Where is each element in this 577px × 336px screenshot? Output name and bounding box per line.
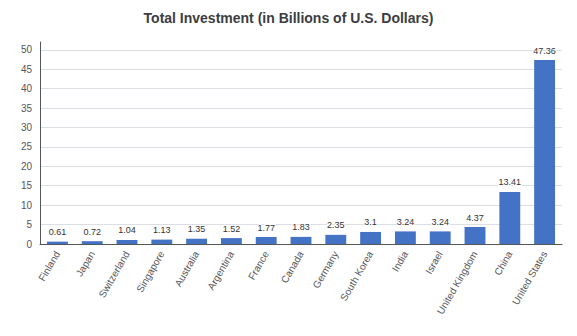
svg-text:0.61: 0.61 [49, 227, 67, 237]
svg-text:45: 45 [21, 64, 33, 75]
svg-text:3.24: 3.24 [397, 217, 415, 227]
svg-text:50: 50 [21, 44, 33, 55]
svg-text:4.37: 4.37 [466, 213, 484, 223]
svg-text:United Kingdom: United Kingdom [435, 249, 480, 316]
svg-text:0.72: 0.72 [83, 227, 101, 237]
svg-text:30: 30 [21, 122, 33, 133]
svg-text:1.52: 1.52 [223, 224, 241, 234]
svg-text:1.35: 1.35 [188, 224, 206, 234]
svg-text:0: 0 [26, 239, 32, 250]
svg-text:47.36: 47.36 [533, 46, 556, 56]
svg-text:Germany: Germany [311, 249, 341, 290]
svg-text:20: 20 [21, 161, 33, 172]
svg-text:Australia: Australia [172, 249, 201, 289]
svg-text:1.83: 1.83 [292, 222, 310, 232]
svg-text:Switzerland: Switzerland [96, 249, 131, 299]
svg-text:Singapore: Singapore [134, 249, 167, 294]
svg-text:25: 25 [21, 141, 33, 152]
svg-text:South Korea: South Korea [338, 249, 376, 303]
svg-text:Canada: Canada [279, 249, 306, 285]
svg-text:13.41: 13.41 [499, 177, 522, 187]
svg-text:3.24: 3.24 [431, 217, 449, 227]
svg-text:15: 15 [21, 180, 33, 191]
svg-text:1.13: 1.13 [153, 225, 171, 235]
svg-text:5: 5 [26, 219, 32, 230]
svg-text:2.35: 2.35 [327, 220, 345, 230]
svg-text:40: 40 [21, 83, 33, 94]
svg-text:Argentina: Argentina [205, 249, 236, 292]
svg-text:Total Investment (in Billions: Total Investment (in Billions of U.S. Do… [144, 10, 434, 26]
svg-text:10: 10 [21, 200, 33, 211]
svg-text:3.1: 3.1 [364, 217, 377, 227]
svg-text:1.77: 1.77 [257, 223, 275, 233]
svg-text:United States: United States [510, 249, 550, 306]
svg-text:Israel: Israel [423, 249, 445, 276]
svg-text:China: China [492, 249, 515, 277]
svg-text:India: India [390, 249, 411, 274]
svg-text:35: 35 [21, 103, 33, 114]
svg-text:France: France [246, 249, 271, 282]
svg-text:1.04: 1.04 [118, 225, 136, 235]
svg-text:Japan: Japan [74, 249, 97, 278]
svg-text:Finland: Finland [36, 249, 62, 283]
